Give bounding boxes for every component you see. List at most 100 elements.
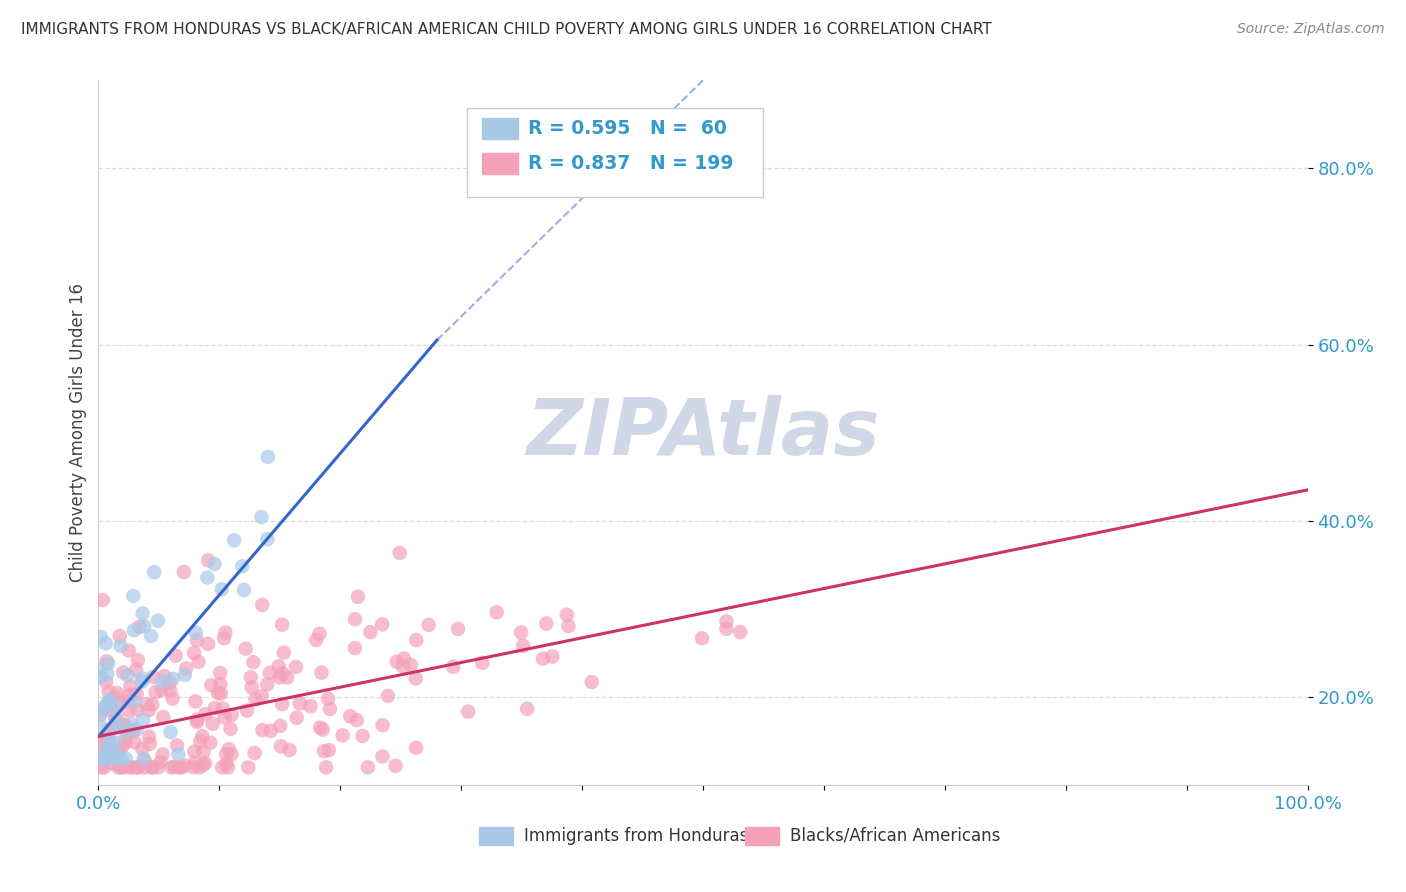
Point [148,760,170,774]
Point [209,687,232,701]
Point [132,713,155,727]
Point [197,553,219,567]
Point [96,751,118,765]
Point [204,557,226,571]
Text: ZIPAtlas: ZIPAtlas [526,394,880,471]
Point [96,667,118,681]
Point [447,622,470,636]
Point [222,533,245,548]
Point [256,677,278,691]
Point [259,665,281,680]
Point [152,710,174,724]
Point [97,737,120,751]
Point [90,747,112,762]
Bar [482,153,517,174]
Point [100,756,122,771]
Point [105,686,128,700]
Point [343,612,366,626]
Point [186,633,208,648]
Point [97,734,120,748]
Point [212,631,235,645]
Point [392,651,415,665]
Point [89,707,111,722]
Point [134,754,156,768]
Point [209,677,232,691]
Point [728,625,751,640]
Point [90,706,112,720]
Point [201,716,224,731]
Point [97,697,120,711]
Point [271,666,294,681]
Point [134,619,156,633]
Point [276,670,298,684]
Point [170,760,193,774]
Point [211,582,233,597]
Point [128,620,150,634]
Point [162,672,184,686]
Point [114,735,136,749]
Point [271,697,294,711]
Point [531,651,554,665]
Point [145,685,167,699]
Point [269,670,291,684]
Point [195,571,218,585]
Point [257,450,280,464]
Point [250,689,273,703]
Point [97,732,120,747]
Point [121,760,143,774]
Point [252,598,274,612]
Point [516,702,538,716]
Point [186,713,208,727]
Point [135,697,157,711]
Text: Immigrants from Honduras: Immigrants from Honduras [524,827,748,845]
Point [141,760,163,774]
Point [173,565,195,579]
Point [233,582,256,597]
Point [93,751,115,765]
Point [122,724,145,739]
Point [245,692,267,706]
Point [299,699,322,714]
Point [96,731,118,746]
Point [131,741,153,756]
Point [117,668,139,682]
Point [131,607,153,621]
Point [218,742,240,756]
Point [346,713,368,727]
Point [131,672,153,686]
Point [118,704,141,718]
Point [112,718,135,732]
Point [141,760,163,774]
Point [131,674,153,689]
Point [441,659,464,673]
Point [127,760,149,774]
Point [183,646,205,660]
Point [97,657,120,671]
Point [90,760,112,774]
Point [357,760,380,774]
Point [108,629,131,643]
Point [359,625,381,640]
Point [512,639,534,653]
Point [273,646,295,660]
Point [173,668,195,682]
Bar [745,827,779,845]
Point [146,614,169,628]
Point [100,744,122,758]
Point [197,637,219,651]
Point [388,546,411,560]
Point [159,725,181,739]
Point [98,693,121,707]
Point [112,665,135,680]
Point [96,698,118,712]
Point [143,566,166,580]
Point [104,690,127,705]
Point [184,625,207,640]
Point [399,657,422,672]
Point [115,724,138,739]
Point [271,617,294,632]
Point [104,736,127,750]
Point [211,701,233,715]
Point [209,665,232,680]
Point [377,689,399,703]
